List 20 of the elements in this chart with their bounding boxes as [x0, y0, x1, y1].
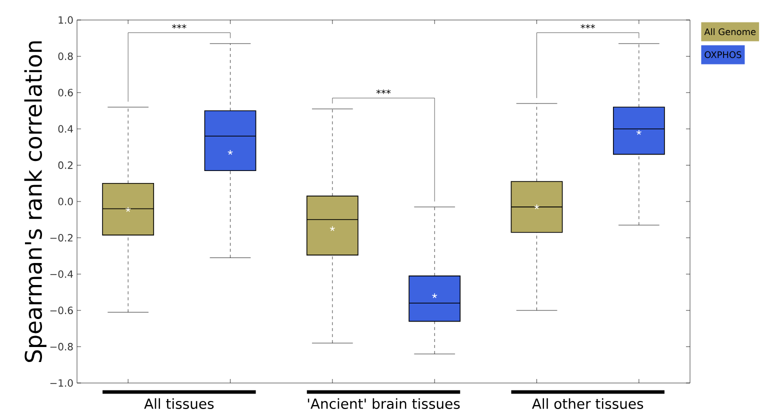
annotation: ***	[172, 24, 186, 29]
legend-label: OXPHOS	[704, 51, 742, 58]
y-tick-label: 0.2	[58, 161, 72, 169]
annotation: ***	[376, 89, 391, 94]
x-tick-label: All tissues	[144, 398, 214, 409]
y-tick-label: 0.0	[58, 198, 73, 206]
annotation: ***	[580, 24, 596, 29]
y-tick-label: −0.2	[50, 234, 72, 242]
x-tick-label: All other tissues	[532, 398, 644, 409]
y-tick-label: −0.4	[50, 270, 73, 278]
y-axis-title: Spearman's rank correlation	[24, 41, 46, 362]
y-tick-label: 0.4	[58, 125, 73, 133]
text: All Genome	[704, 28, 756, 36]
y-tick-label: 0.8	[58, 52, 73, 60]
y-tick-label: 0.6	[58, 88, 73, 96]
x-tick-label: 'Ancient' brain tissues	[308, 398, 460, 409]
y-tick-label: 1.0	[58, 16, 73, 24]
y-tick-label: −1.0	[50, 379, 73, 387]
y-tick-label: −0.8	[50, 342, 73, 350]
y-tick-label: −0.6	[50, 306, 73, 314]
